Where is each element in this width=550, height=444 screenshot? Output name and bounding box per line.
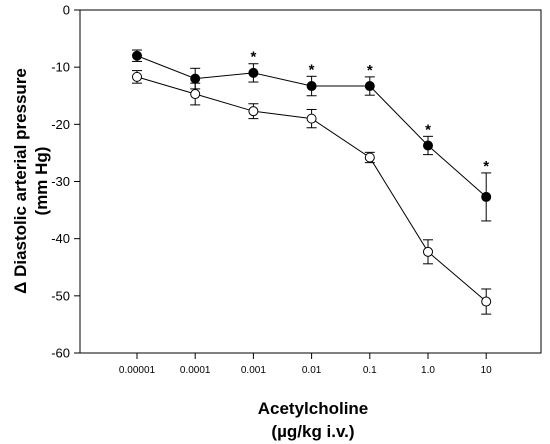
significance-marker: * (425, 121, 431, 138)
x-axis-title-line2: (µg/kg i.v.) (271, 422, 354, 441)
y-tick-label: -10 (51, 60, 70, 75)
significance-marker: * (250, 49, 256, 66)
filled-point (132, 50, 142, 61)
filled-point (306, 81, 317, 92)
series-2 (132, 70, 492, 315)
significance-marker: * (367, 62, 373, 79)
labels-layer: Δ Diastolic arterial pressure (mm Hg) Ac… (11, 68, 368, 441)
series-layer: * * * * * (132, 49, 492, 315)
x-tick-label: 0.001 (241, 365, 266, 376)
open-point (132, 71, 142, 82)
x-tick-label: 0.01 (302, 365, 322, 376)
filled-point (364, 81, 375, 92)
x-axis-title-line1: Acetylcholine (258, 399, 369, 418)
filled-point (248, 67, 259, 78)
open-point (364, 152, 375, 163)
y-axis-title-line2: (mm Hg) (32, 147, 51, 216)
filled-point (481, 191, 492, 202)
x-tick-label: 0.1 (363, 365, 377, 376)
y-axis-title-line1: Δ Diastolic arterial pressure (11, 68, 30, 294)
y-tick-label: 0 (63, 3, 70, 18)
x-tick-label: 0.0001 (180, 365, 211, 376)
filled-point (190, 73, 201, 84)
y-tick-label: -60 (51, 346, 70, 361)
y-tick-label: -20 (51, 117, 70, 132)
y-tick-label: -50 (51, 288, 70, 303)
x-tick-label: 10 (481, 365, 493, 376)
open-point (248, 106, 259, 117)
x-tick-label: 0.00001 (119, 365, 156, 376)
series-1: * * * * * (132, 49, 492, 222)
open-point (306, 113, 317, 124)
filled-point (423, 140, 433, 151)
open-point (190, 89, 201, 100)
significance-marker: * (483, 158, 489, 175)
open-point (481, 296, 492, 307)
open-point (423, 246, 433, 257)
x-tick-label: 1.0 (421, 365, 435, 376)
y-tick-label: -30 (51, 174, 70, 189)
axes: 0 -10 -20 -30 -40 -50 -60 0.00001 0.0001 0.001 0.0… (51, 3, 542, 376)
y-tick-label: -40 (51, 231, 70, 246)
significance-marker: * (309, 61, 315, 78)
